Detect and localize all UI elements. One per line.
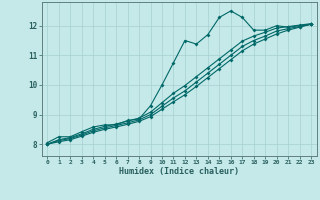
X-axis label: Humidex (Indice chaleur): Humidex (Indice chaleur) xyxy=(119,167,239,176)
